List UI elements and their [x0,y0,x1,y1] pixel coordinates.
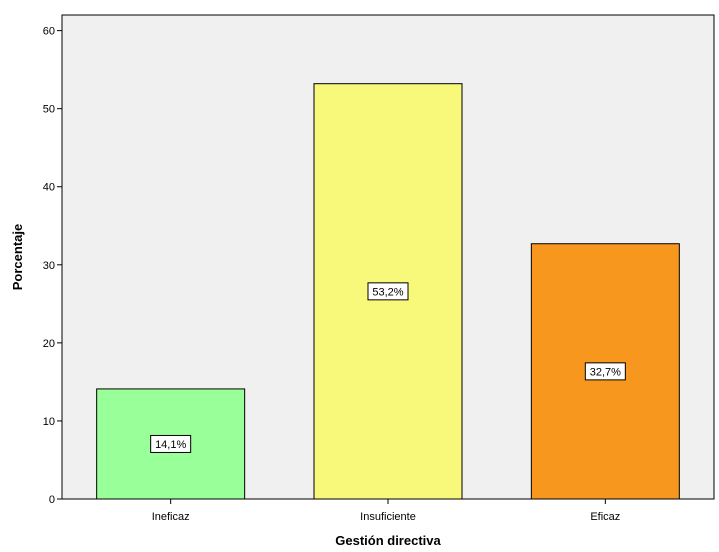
data-label: 32,7% [590,366,621,378]
data-label: 14,1% [155,439,186,451]
x-axis-title: Gestión directiva [335,533,441,548]
y-axis-title: Porcentaje [10,224,25,290]
x-tick-label: Ineficaz [152,511,190,523]
data-label-box [150,434,192,453]
x-axis: Ineficaz Insuficiente Eficaz [62,498,714,523]
y-tick-label: 20 [43,338,55,350]
y-tick-label: 0 [49,494,55,506]
y-tick-label: 50 [43,104,55,116]
data-label: 53,2% [372,286,403,298]
y-tick-label: 30 [43,260,55,272]
y-tick-label: 10 [43,416,55,428]
y-axis: 0 10 20 30 40 50 60 [43,15,63,506]
y-tick-label: 60 [43,26,55,38]
data-label-box [367,282,409,301]
x-tick-label: Insuficiente [360,511,416,523]
x-tick-label: Eficaz [590,511,620,523]
bars: 14,1% 53,2% 32,7% [96,83,680,500]
data-label-box [584,362,626,381]
y-tick-label: 40 [43,182,55,194]
